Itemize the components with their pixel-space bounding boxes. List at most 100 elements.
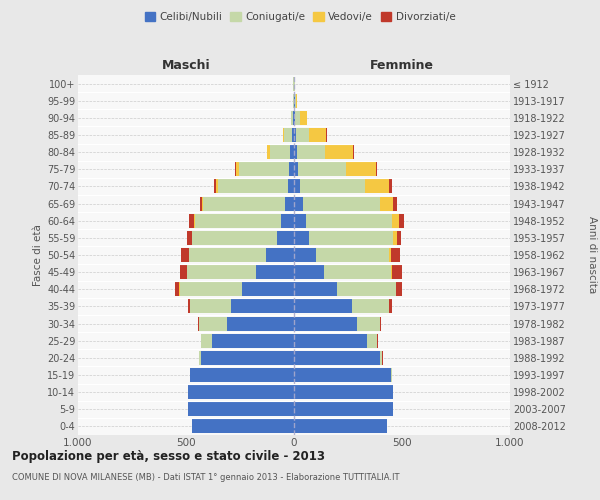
Bar bbox=[199, 316, 227, 330]
Bar bbox=[397, 231, 401, 245]
Bar bbox=[353, 145, 354, 159]
Bar bbox=[306, 214, 392, 228]
Bar bbox=[193, 231, 277, 245]
Bar bbox=[394, 196, 397, 210]
Bar bbox=[190, 214, 194, 228]
Bar bbox=[256, 265, 294, 279]
Bar bbox=[294, 196, 302, 210]
Bar bbox=[266, 248, 294, 262]
Bar bbox=[268, 145, 269, 159]
Bar bbox=[294, 334, 367, 347]
Bar bbox=[294, 282, 337, 296]
Bar bbox=[301, 180, 365, 194]
Bar bbox=[202, 196, 203, 210]
Bar bbox=[187, 231, 191, 245]
Bar bbox=[193, 420, 294, 434]
Bar bbox=[367, 334, 377, 347]
Bar bbox=[346, 162, 376, 176]
Bar bbox=[296, 128, 309, 142]
Bar bbox=[294, 180, 301, 194]
Bar bbox=[283, 128, 284, 142]
Bar bbox=[316, 248, 389, 262]
Bar bbox=[290, 145, 294, 159]
Bar bbox=[295, 94, 296, 108]
Bar bbox=[294, 402, 394, 416]
Bar bbox=[380, 316, 382, 330]
Bar bbox=[295, 111, 301, 125]
Bar bbox=[181, 248, 188, 262]
Bar bbox=[236, 162, 239, 176]
Bar bbox=[287, 180, 294, 194]
Text: Anni di nascita: Anni di nascita bbox=[587, 216, 597, 294]
Bar bbox=[389, 180, 392, 194]
Bar bbox=[242, 282, 294, 296]
Bar bbox=[294, 248, 316, 262]
Bar bbox=[201, 351, 294, 365]
Bar bbox=[194, 214, 281, 228]
Bar bbox=[294, 128, 296, 142]
Bar bbox=[356, 316, 380, 330]
Bar bbox=[188, 300, 190, 314]
Bar bbox=[302, 196, 380, 210]
Bar bbox=[190, 368, 294, 382]
Bar bbox=[389, 300, 392, 314]
Bar bbox=[380, 351, 382, 365]
Bar bbox=[232, 300, 294, 314]
Legend: Celibi/Nubili, Coniugati/e, Vedovi/e, Divorziati/e: Celibi/Nubili, Coniugati/e, Vedovi/e, Di… bbox=[140, 8, 460, 26]
Bar bbox=[391, 248, 400, 262]
Bar bbox=[269, 145, 290, 159]
Bar bbox=[294, 214, 306, 228]
Bar bbox=[325, 145, 353, 159]
Bar bbox=[203, 196, 286, 210]
Bar bbox=[337, 282, 395, 296]
Bar bbox=[292, 128, 294, 142]
Bar bbox=[309, 128, 326, 142]
Bar bbox=[294, 351, 380, 365]
Bar bbox=[286, 196, 294, 210]
Bar bbox=[297, 145, 325, 159]
Bar bbox=[392, 214, 399, 228]
Bar bbox=[189, 248, 266, 262]
Bar bbox=[266, 145, 268, 159]
Bar bbox=[309, 231, 394, 245]
Bar bbox=[218, 180, 287, 194]
Bar bbox=[376, 162, 377, 176]
Bar bbox=[289, 162, 294, 176]
Bar bbox=[389, 248, 391, 262]
Bar bbox=[292, 111, 293, 125]
Bar bbox=[399, 214, 404, 228]
Bar bbox=[201, 334, 212, 347]
Bar bbox=[392, 265, 402, 279]
Bar bbox=[179, 282, 242, 296]
Bar bbox=[394, 231, 397, 245]
Bar bbox=[294, 94, 295, 108]
Bar bbox=[199, 351, 201, 365]
Bar bbox=[298, 162, 346, 176]
Bar bbox=[365, 180, 389, 194]
Text: Maschi: Maschi bbox=[161, 58, 211, 71]
Bar bbox=[281, 214, 294, 228]
Bar bbox=[190, 300, 232, 314]
Bar bbox=[277, 231, 294, 245]
Bar bbox=[191, 231, 193, 245]
Bar bbox=[352, 300, 389, 314]
Text: COMUNE DI NOVA MILANESE (MB) - Dati ISTAT 1° gennaio 2013 - Elaborazione TUTTITA: COMUNE DI NOVA MILANESE (MB) - Dati ISTA… bbox=[12, 472, 400, 482]
Bar bbox=[187, 265, 256, 279]
Bar bbox=[396, 282, 403, 296]
Bar bbox=[294, 316, 356, 330]
Bar bbox=[294, 231, 309, 245]
Bar bbox=[301, 111, 307, 125]
Bar bbox=[294, 385, 394, 399]
Bar bbox=[188, 402, 294, 416]
Bar bbox=[235, 162, 236, 176]
Bar bbox=[239, 162, 289, 176]
Bar bbox=[380, 196, 394, 210]
Text: Femmine: Femmine bbox=[370, 58, 434, 71]
Bar bbox=[212, 334, 294, 347]
Bar bbox=[294, 300, 352, 314]
Bar bbox=[180, 265, 187, 279]
Bar bbox=[391, 265, 392, 279]
Bar bbox=[324, 265, 391, 279]
Bar bbox=[214, 180, 216, 194]
Bar bbox=[227, 316, 294, 330]
